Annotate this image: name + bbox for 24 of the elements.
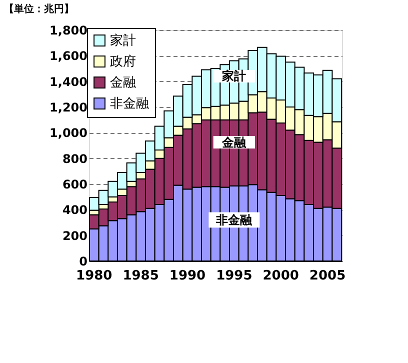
x-tick-label: 1985 [122,268,159,284]
legend-label: 金融 [110,76,136,90]
y-tick-label: 1,000 [50,126,88,140]
annotation: 家計 [221,69,246,84]
annotation: 非金融 [215,212,254,227]
x-tick-label: 1980 [76,268,112,284]
y-tick-label: 1,200 [50,100,88,114]
x-tick-label: 2005 [309,268,346,284]
y-tick-label: 800 [62,152,88,166]
y-tick-label: 200 [62,228,88,243]
y-tick-label: 1,400 [50,74,88,89]
x-tick-label: 1995 [216,268,252,284]
y-tick-label: 0 [79,254,88,268]
y-tick-label: 1,600 [50,49,88,64]
x-tick-label: 1990 [169,268,206,284]
y-tick-label: 400 [62,203,88,218]
y-tick-label: 600 [62,178,88,192]
y-tick-label: 1,800 [50,24,88,38]
legend-label: 非金融 [110,96,149,112]
annotation: 金融 [221,135,248,150]
legend-label: 家計 [110,32,136,48]
legend-label: 政府 [110,54,136,70]
chart-title: 【単位：兆円】 [4,3,74,15]
x-tick-label: 2000 [262,268,299,284]
